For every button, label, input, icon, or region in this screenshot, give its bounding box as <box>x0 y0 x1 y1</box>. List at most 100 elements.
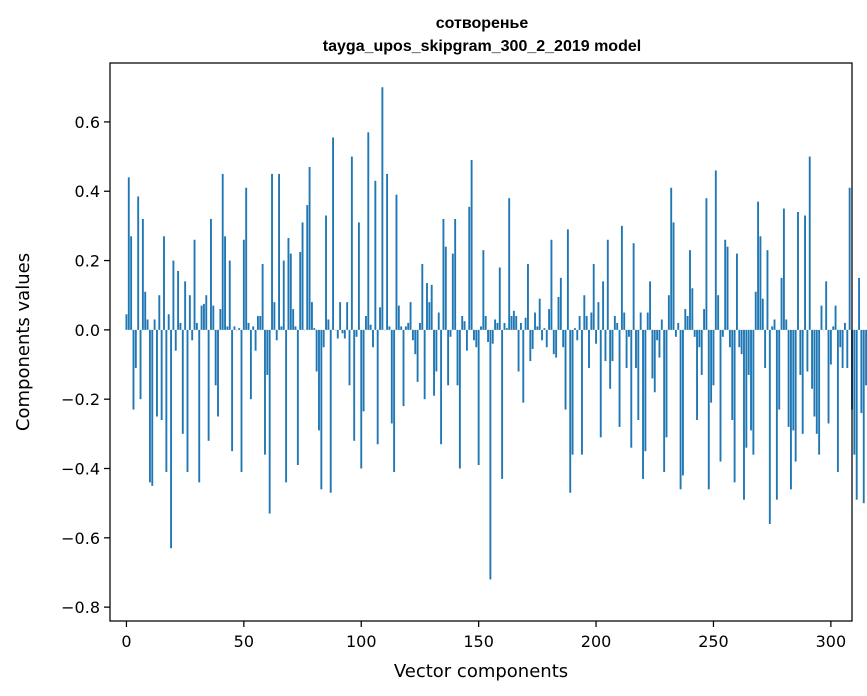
bar <box>130 236 133 330</box>
bar <box>482 250 485 330</box>
bar <box>193 239 196 330</box>
bar <box>212 305 215 330</box>
bar <box>703 309 706 330</box>
bar <box>768 329 771 524</box>
bar <box>860 329 863 414</box>
bar <box>700 329 703 375</box>
y-tick-label: −0.2 <box>61 390 100 409</box>
bar <box>736 253 738 330</box>
bar <box>761 298 764 330</box>
bar <box>186 329 189 472</box>
bar <box>705 198 708 330</box>
bar <box>463 321 466 330</box>
bar <box>456 329 459 386</box>
bar <box>630 329 633 448</box>
bar <box>785 319 788 330</box>
bar <box>738 329 741 348</box>
bar <box>346 302 349 330</box>
bar <box>224 236 226 330</box>
bar <box>808 156 811 330</box>
bar <box>844 322 846 330</box>
bar <box>409 302 412 330</box>
bar <box>597 302 600 330</box>
bar <box>548 309 551 330</box>
bar <box>834 305 837 330</box>
bar <box>468 206 471 330</box>
bar <box>207 329 210 441</box>
bar <box>336 329 339 339</box>
bar <box>487 329 489 342</box>
bar <box>496 322 499 330</box>
bar <box>195 322 198 330</box>
bar <box>390 329 393 424</box>
bar <box>677 322 680 330</box>
bar <box>242 239 245 330</box>
bar <box>137 196 140 330</box>
bar <box>404 326 407 330</box>
bar <box>280 326 283 330</box>
bar <box>649 281 651 330</box>
bar <box>339 302 342 330</box>
bar <box>782 208 785 330</box>
bar <box>275 329 278 341</box>
bar <box>320 329 323 490</box>
bar <box>393 329 396 472</box>
bar <box>355 329 358 337</box>
bar <box>489 329 492 580</box>
bar <box>581 329 583 455</box>
bar <box>423 329 426 400</box>
bar <box>421 264 424 330</box>
bar <box>653 329 656 393</box>
plot-frame <box>109 62 853 622</box>
bar <box>862 329 865 504</box>
bar <box>775 329 778 500</box>
bar <box>362 329 365 412</box>
bar <box>836 329 839 472</box>
x-tick-label: 50 <box>234 632 254 651</box>
bar <box>731 329 734 420</box>
bar <box>449 329 452 337</box>
bar <box>160 329 163 420</box>
bar <box>231 329 234 452</box>
y-axis-ticks: −0.8 −0.6 −0.4 −0.2 0.0 0.2 0.4 0.6 <box>61 113 110 617</box>
bar <box>141 218 144 330</box>
bar <box>287 238 290 330</box>
bar <box>271 173 273 330</box>
bar <box>299 251 302 330</box>
bar <box>266 329 269 375</box>
bar <box>419 322 421 330</box>
bar <box>651 329 654 379</box>
bar <box>170 329 172 549</box>
bar <box>613 316 616 330</box>
bar <box>388 326 391 330</box>
y-tick-label: −0.6 <box>61 529 100 548</box>
bar <box>773 319 776 330</box>
bar <box>527 264 529 330</box>
bar <box>672 222 675 330</box>
bar <box>752 329 755 455</box>
bar <box>376 329 379 445</box>
bar <box>254 329 257 351</box>
bar <box>350 156 353 330</box>
bar <box>686 316 689 330</box>
bar <box>430 284 433 330</box>
bar <box>156 329 158 417</box>
bar <box>228 260 231 330</box>
bar <box>219 309 222 330</box>
bar <box>369 324 372 330</box>
bar <box>670 187 673 330</box>
bar <box>679 329 682 490</box>
bar <box>693 329 696 337</box>
bar <box>674 329 677 337</box>
bar <box>264 329 266 455</box>
bar <box>134 329 137 368</box>
bar <box>313 328 316 330</box>
bar <box>790 329 792 490</box>
bar <box>221 173 224 330</box>
bar <box>684 309 687 330</box>
bar <box>174 329 177 351</box>
bar <box>327 319 330 330</box>
bar <box>249 329 252 400</box>
bar <box>590 312 593 330</box>
y-axis-label: Components values <box>13 253 34 431</box>
